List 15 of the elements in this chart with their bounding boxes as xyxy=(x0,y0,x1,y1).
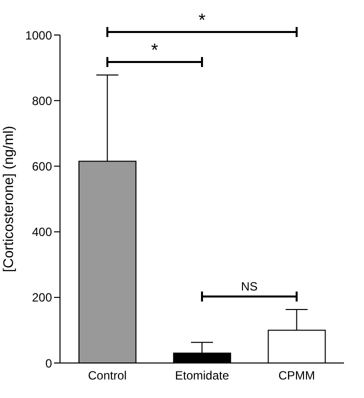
comparison-bracket: * xyxy=(106,10,298,38)
annotation: * xyxy=(151,40,158,60)
y-axis-title: [Corticosterone] (ng/ml) xyxy=(0,126,16,272)
y-tick-label: 0 xyxy=(45,356,52,370)
y-tick-label: 400 xyxy=(32,225,52,240)
comparison-bracket: * xyxy=(106,40,203,68)
x-tick-label: Control xyxy=(88,368,127,383)
y-tick-label: 600 xyxy=(32,159,52,174)
y-tick-label: 800 xyxy=(32,94,52,108)
y-tick-label: 200 xyxy=(32,290,52,305)
x-tick-label: Etomidate xyxy=(174,368,230,383)
annotation: NS xyxy=(240,280,258,294)
y-tick-label: 1000 xyxy=(25,28,52,42)
x-tick-label: CPMM xyxy=(278,368,316,383)
comparison-bracket: NS xyxy=(201,280,298,302)
